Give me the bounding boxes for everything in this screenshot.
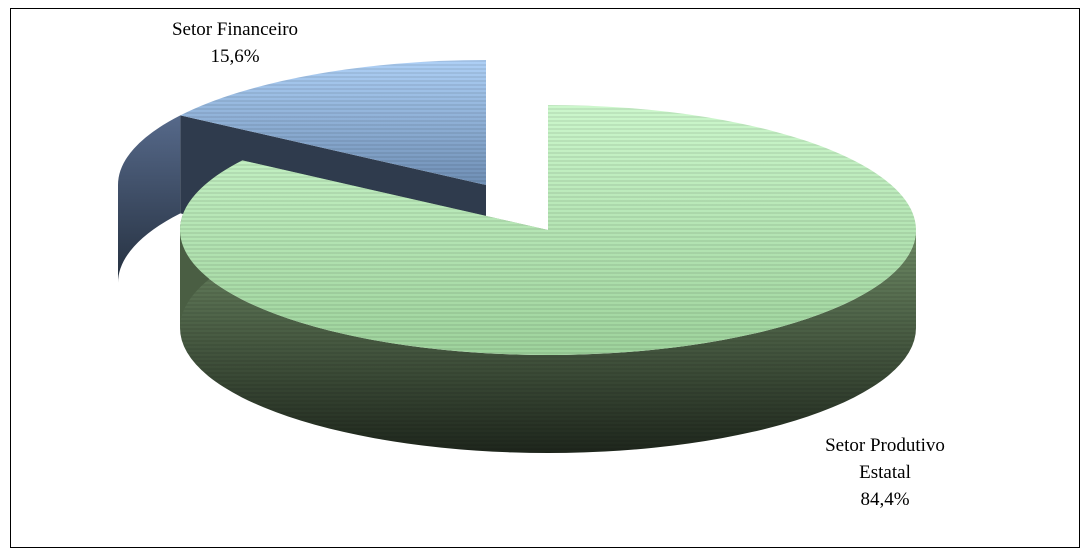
slice-label-line: Setor Financeiro — [171, 19, 299, 40]
slice-label-setor-produtivo-estatal: Setor Produtivo Estatal 84,4% — [790, 432, 980, 513]
pie-chart — [118, 60, 917, 453]
slice-top-texture-setor-financeiro — [180, 60, 487, 185]
slice-top-texture-setor-produtivo-estatal — [180, 105, 917, 355]
slice-label-line: Estatal — [859, 462, 911, 483]
slice-label-line: Setor Produtivo — [825, 435, 945, 456]
slice-label-setor-financeiro: Setor Financeiro 15,6% — [140, 16, 330, 70]
slice-side-texture-setor-produtivo-estatal — [180, 230, 916, 453]
slice-side-setor-financeiro — [118, 115, 181, 283]
slice-label-value: 15,6% — [210, 46, 260, 67]
slice-label-value: 84,4% — [860, 489, 910, 510]
